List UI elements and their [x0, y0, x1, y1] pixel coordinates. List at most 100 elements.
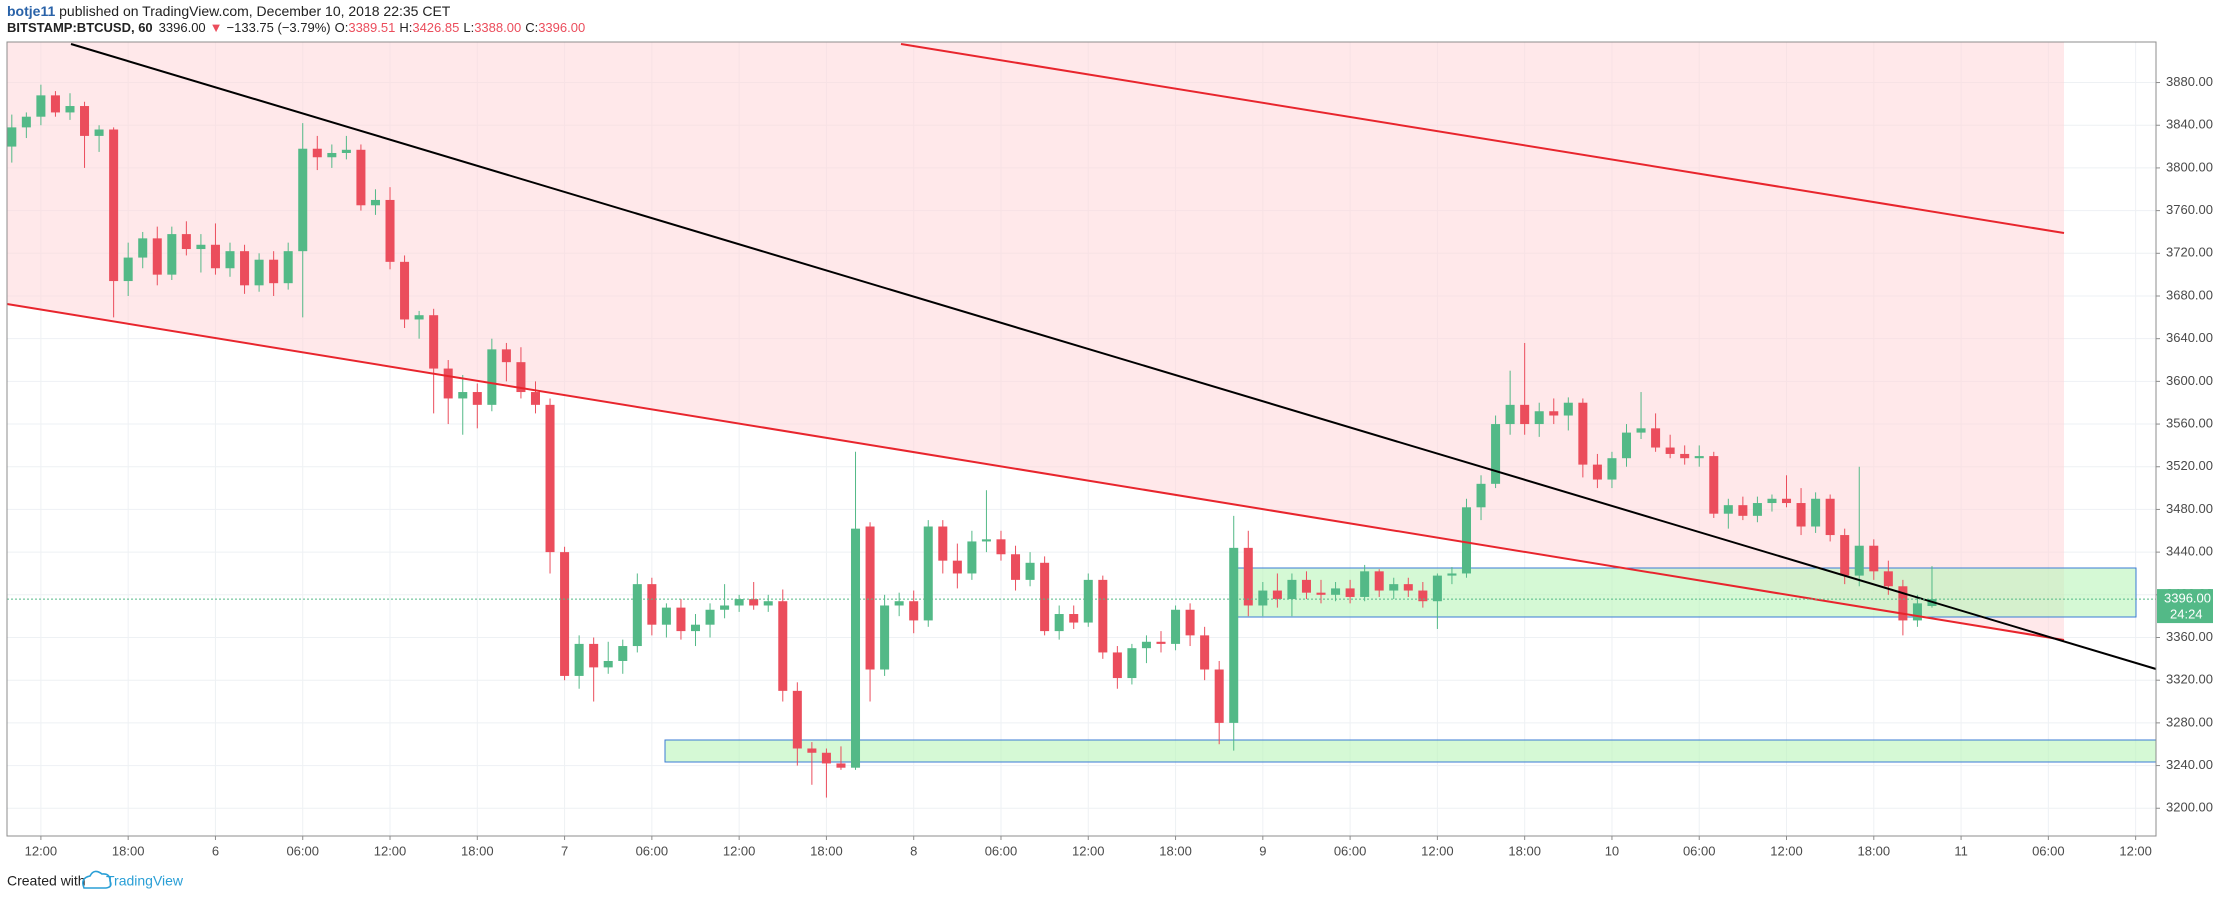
x-tick-label: 18:00 [112, 843, 145, 858]
candle-body [1782, 498, 1792, 504]
candle-body [152, 238, 162, 275]
candle-body [1520, 404, 1530, 425]
o-value: 3389.51 [348, 20, 395, 35]
candle-body [1898, 586, 1908, 621]
candle-body [1912, 603, 1922, 621]
candle-body [865, 526, 875, 670]
candle-body [1360, 571, 1370, 597]
candle-body [1811, 498, 1821, 527]
candle-body [807, 748, 817, 753]
candle-body [1098, 579, 1108, 653]
candle-body [1752, 503, 1762, 516]
price-badge-price: 3396.00 [2164, 591, 2211, 606]
symbol: BITSTAMP:BTCUSD, 60 [7, 20, 153, 35]
footer-created: Created with [7, 873, 86, 889]
candle-body [690, 624, 701, 632]
candle-body [734, 599, 744, 606]
candle-body [1694, 456, 1704, 459]
candle-body [851, 528, 861, 768]
candle-body [1083, 579, 1093, 623]
candle-body [1432, 575, 1442, 602]
candle-body [749, 599, 759, 606]
candle-body [1069, 614, 1079, 623]
arrow: ▼ [210, 20, 223, 35]
candle-body [1825, 498, 1835, 536]
candle-body [1011, 554, 1021, 580]
candle-body [1127, 648, 1137, 679]
x-tick-label: 06:00 [1683, 843, 1716, 858]
candle-body [1621, 432, 1632, 459]
y-tick-label: 3640.00 [2166, 330, 2213, 345]
candle-body [952, 560, 962, 574]
candle-body [298, 148, 308, 252]
plot-border [6, 41, 2157, 837]
candle-body [1592, 464, 1602, 480]
candle-body [589, 643, 599, 668]
header-line-2: BITSTAMP:BTCUSD, 60 3396.00 ▼ −133.75 (−3.7… [7, 20, 585, 35]
candle-body [341, 149, 351, 153]
candle-body [923, 526, 933, 621]
y-tick-label: 3600.00 [2166, 373, 2213, 388]
channel-zone [7, 42, 2064, 640]
candle-body [1709, 456, 1719, 514]
candle-body [996, 539, 1006, 555]
l-label: L: [463, 20, 474, 35]
candle-body [705, 609, 715, 625]
candle-body [836, 763, 846, 768]
candle-body [80, 106, 90, 136]
candle-body [661, 607, 671, 625]
author: botje11 [7, 3, 55, 19]
candle-body [894, 601, 904, 606]
published: published on TradingView.com, December 1… [55, 3, 451, 19]
x-tick-label: 12:00 [723, 843, 756, 858]
x-tick-label: 12:00 [2119, 843, 2152, 858]
candle-body [778, 601, 788, 691]
footer-brand[interactable]: TradingView [106, 873, 184, 889]
candle-body [1665, 447, 1675, 454]
candle-body [545, 404, 555, 553]
x-tick-label: 11 [1954, 843, 1968, 858]
c-label: C: [525, 20, 538, 35]
candle-body [443, 368, 453, 399]
y-tick-label: 3440.00 [2166, 544, 2213, 559]
candle-body [1389, 584, 1399, 591]
channel-line [900, 43, 2065, 234]
y-tick-label: 3840.00 [2166, 117, 2213, 132]
candle-body [429, 315, 439, 369]
candle-body [138, 238, 148, 258]
x-tick-label: 06:00 [2032, 843, 2065, 858]
x-tick-label: 12:00 [1770, 843, 1803, 858]
candle-body [1738, 505, 1748, 516]
candle-body [167, 234, 177, 275]
y-tick-label: 3480.00 [2166, 501, 2213, 516]
candle-body [1607, 458, 1617, 480]
candle-body [1840, 535, 1850, 576]
candle-body [560, 552, 570, 676]
candle-body [1025, 562, 1035, 580]
candle-body [1534, 411, 1544, 425]
candle-body [50, 95, 60, 113]
x-tick-label: 7 [561, 843, 568, 858]
candle-body [385, 199, 395, 262]
candle-body [1331, 588, 1341, 595]
candle-body [1796, 503, 1806, 527]
candle-body [1854, 545, 1864, 576]
candle-body [1680, 453, 1690, 459]
x-tick-label: 10 [1605, 843, 1619, 858]
price-badge [2157, 589, 2213, 624]
x-tick-label: 12:00 [1421, 843, 1454, 858]
last-price: 3396.00 [159, 20, 206, 35]
candle-body [414, 315, 424, 320]
y-tick-label: 3760.00 [2166, 202, 2213, 217]
y-tick-label: 3280.00 [2166, 714, 2213, 729]
candle-body [327, 152, 337, 158]
h-value: 3426.85 [412, 20, 459, 35]
y-tick-label: 3320.00 [2166, 672, 2213, 687]
candle-body [981, 539, 991, 542]
candle-body [647, 584, 657, 625]
candle-body [574, 643, 584, 676]
candle-body [1345, 588, 1355, 597]
support-box [664, 739, 2157, 763]
y-tick-label: 3880.00 [2166, 74, 2213, 89]
header-line-1: botje11 published on TradingView.com, De… [7, 3, 451, 19]
